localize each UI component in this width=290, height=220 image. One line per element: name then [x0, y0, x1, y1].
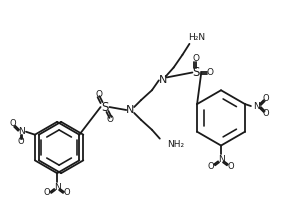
Text: N: N	[126, 105, 134, 115]
Text: S: S	[193, 66, 200, 79]
Text: O: O	[262, 94, 269, 103]
Text: O: O	[95, 90, 102, 99]
Text: O: O	[262, 109, 269, 118]
Text: N: N	[18, 127, 24, 136]
Text: O: O	[10, 119, 17, 128]
Text: O: O	[64, 189, 70, 197]
Text: H₂N: H₂N	[188, 33, 205, 42]
Text: NH₂: NH₂	[167, 140, 184, 149]
Text: S: S	[101, 101, 108, 114]
Text: N: N	[218, 155, 224, 164]
Text: N: N	[54, 183, 61, 192]
Text: O: O	[18, 137, 24, 146]
Text: O: O	[208, 162, 215, 171]
Text: O: O	[107, 115, 114, 124]
Text: O: O	[44, 189, 50, 197]
Text: O: O	[193, 54, 200, 63]
Text: O: O	[207, 68, 214, 77]
Text: O: O	[228, 162, 234, 171]
Text: N: N	[159, 75, 167, 85]
Text: N: N	[253, 102, 260, 111]
